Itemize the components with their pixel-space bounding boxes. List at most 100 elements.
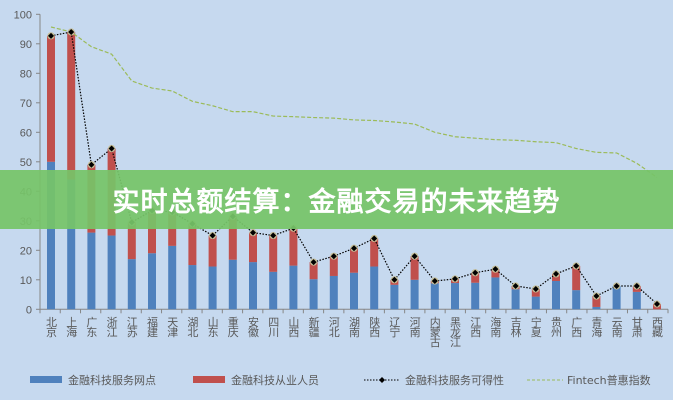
- x-category-label: 辽宁: [388, 316, 401, 337]
- bar-fintech-outlets: [552, 280, 560, 310]
- bar-fintech-outlets: [329, 275, 338, 310]
- bar-fintech-staff: [309, 262, 318, 280]
- marker-service-availability: [391, 276, 398, 283]
- bar-fintech-outlets: [531, 296, 540, 310]
- x-category-label: 云南: [610, 316, 623, 337]
- marker-service-availability: [532, 285, 539, 292]
- legend-label-staff: 金融科技从业人员: [231, 373, 319, 387]
- x-category-label: 宁夏: [529, 315, 542, 337]
- bar-fintech-outlets: [390, 284, 399, 310]
- x-category-label: 广东: [85, 316, 98, 337]
- title-banner: 实时总额结算：金融交易的未来趋势: [0, 170, 673, 229]
- y-tick-label: 60: [20, 127, 32, 139]
- bar-fintech-outlets: [309, 279, 318, 310]
- x-category-label: 贵州: [550, 316, 563, 337]
- bar-fintech-staff: [370, 238, 379, 267]
- bar-fintech-outlets: [107, 235, 116, 310]
- legend-label-fintech-index: Fintech普惠指数: [567, 373, 651, 387]
- marker-service-availability: [330, 253, 337, 260]
- bar-fintech-outlets: [612, 285, 621, 310]
- y-tick-label: 70: [20, 98, 32, 110]
- y-tick-label: 90: [20, 39, 32, 51]
- bar-fintech-outlets: [228, 259, 237, 310]
- bar-fintech-outlets: [471, 282, 480, 310]
- bar-fintech-outlets: [289, 265, 298, 310]
- marker-service-availability: [310, 259, 317, 266]
- x-category-label: 湖北: [186, 316, 199, 337]
- legend-swatch-outlets: [30, 376, 62, 383]
- x-category-label: 海南: [489, 315, 502, 337]
- marker-service-availability: [108, 145, 115, 152]
- bar-fintech-staff: [531, 288, 540, 297]
- y-tick-label: 20: [20, 245, 32, 257]
- marker-service-availability: [613, 282, 620, 289]
- bar-fintech-outlets: [430, 283, 439, 310]
- x-category-label: 湖南: [348, 316, 361, 337]
- bar-fintech-staff: [249, 232, 257, 263]
- x-category-label: 江西: [469, 316, 482, 337]
- x-category-label: 新疆: [307, 315, 320, 337]
- marker-service-availability: [512, 282, 519, 289]
- bar-fintech-outlets: [67, 179, 76, 310]
- x-category-label: 陕西: [368, 315, 381, 337]
- bar-fintech-staff: [67, 32, 76, 180]
- marker-service-availability: [371, 235, 378, 242]
- y-tick-label: 80: [20, 68, 32, 80]
- x-category-label: 江苏: [125, 316, 138, 338]
- line-fintech-index: [50, 26, 658, 178]
- banner-title: 实时总额结算：金融交易的未来趋势: [112, 187, 561, 218]
- bar-fintech-staff: [329, 256, 338, 276]
- bar-fintech-staff: [269, 235, 278, 272]
- x-category-label: 广西: [570, 316, 583, 337]
- marker-service-availability: [654, 300, 660, 307]
- marker-service-availability: [472, 269, 479, 276]
- x-category-label: 黑龙江: [449, 316, 462, 347]
- bar-fintech-staff: [208, 235, 217, 267]
- marker-service-availability: [553, 270, 559, 277]
- bar-fintech-outlets: [632, 291, 641, 310]
- bar-fintech-outlets: [249, 262, 257, 310]
- x-category-label: 天津: [166, 316, 179, 337]
- bar-fintech-staff: [228, 216, 237, 260]
- y-tick-label: 0: [26, 304, 32, 316]
- legend-marker-availability: [379, 377, 385, 383]
- x-category-label: 四川: [267, 316, 280, 337]
- bar-fintech-outlets: [148, 253, 156, 310]
- x-category-label: 安徽: [247, 315, 260, 338]
- x-category-label: 山西: [287, 316, 300, 337]
- bar-fintech-staff: [47, 35, 55, 162]
- bar-fintech-outlets: [269, 271, 278, 310]
- x-category-label: 上海: [65, 316, 78, 338]
- marker-service-availability: [573, 262, 580, 269]
- marker-service-availability: [88, 161, 95, 168]
- x-category-label: 内蒙古: [428, 315, 441, 347]
- x-category-label: 河北: [327, 316, 340, 337]
- bar-fintech-staff: [148, 211, 156, 254]
- y-tick-label: 50: [20, 157, 32, 169]
- bar-fintech-staff: [592, 296, 601, 307]
- x-category-label: 重庆: [226, 315, 239, 338]
- bar-fintech-staff: [350, 248, 358, 273]
- bar-fintech-outlets: [127, 259, 136, 310]
- marker-service-availability: [633, 282, 640, 289]
- bar-fintech-staff: [289, 228, 298, 266]
- marker-service-availability: [431, 277, 438, 284]
- y-tick-label: 100: [14, 9, 32, 21]
- bar-fintech-outlets: [188, 265, 197, 310]
- marker-service-availability: [68, 29, 75, 35]
- x-category-label: 青海: [590, 316, 603, 338]
- legend-label-availability: 金融科技服务可得性: [405, 373, 504, 387]
- bar-fintech-outlets: [572, 290, 581, 310]
- bar-fintech-staff: [127, 222, 136, 260]
- bar-fintech-outlets: [168, 245, 177, 310]
- marker-service-availability: [351, 245, 357, 252]
- bar-fintech-outlets: [370, 266, 379, 310]
- bar-fintech-outlets: [350, 272, 358, 310]
- x-category-label: 西藏: [651, 316, 664, 338]
- marker-service-availability: [48, 32, 54, 39]
- x-category-label: 山东: [206, 316, 219, 337]
- x-category-label: 吉林: [509, 316, 522, 337]
- x-category-label: 河南: [408, 316, 421, 337]
- bar-fintech-outlets: [511, 289, 520, 310]
